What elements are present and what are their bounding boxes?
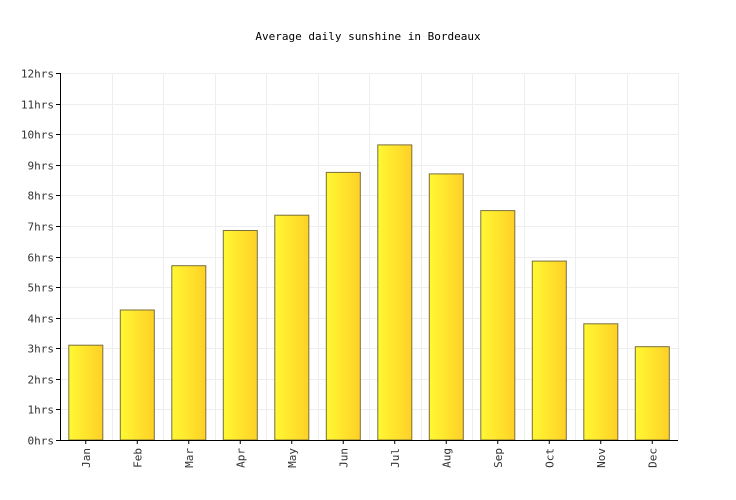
axes	[60, 73, 678, 444]
bar-oct	[531, 260, 567, 441]
bar-nov	[583, 323, 619, 441]
x-tick-label: May	[286, 448, 299, 468]
y-tick-label: 2hrs	[28, 374, 55, 387]
x-tick-label: Aug	[440, 448, 453, 468]
x-tick-label: Sep	[492, 448, 505, 468]
x-tick-labels: Jan Feb Mar Apr May Jun Jul Aug Sep Oct Nov Dec	[80, 448, 660, 468]
y-tick-label: 5hrs	[28, 282, 55, 295]
x-tick-label: Jan	[80, 448, 93, 468]
x-tick-label: Mar	[183, 448, 196, 468]
y-tick-label: 8hrs	[28, 190, 55, 203]
y-tick-label: 4hrs	[28, 313, 55, 326]
x-tick-label: Apr	[234, 448, 247, 468]
x-tick-label: Dec	[646, 448, 659, 468]
x-tick-label: Nov	[595, 448, 608, 468]
bar-jun	[325, 171, 361, 441]
x-tick-label: Jun	[337, 448, 350, 468]
y-tick-label: 6hrs	[28, 252, 55, 265]
y-tick-label: 1hrs	[28, 404, 55, 417]
y-tick-label: 10hrs	[21, 129, 54, 142]
y-tick-label: 0hrs	[28, 435, 55, 448]
y-tick-label: 9hrs	[28, 160, 55, 173]
chart-title: Average daily sunshine in Bordeaux	[255, 30, 481, 43]
x-tick-label: Oct	[543, 448, 556, 468]
y-tick-labels: 0hrs 1hrs 2hrs 3hrs 4hrs 5hrs 6hrs 7hrs 8hrs 9hrs…	[21, 68, 54, 448]
y-tick-label: 3hrs	[28, 343, 55, 356]
bar-dec	[634, 346, 670, 441]
bar-aug	[428, 173, 464, 441]
bar-jul	[377, 144, 413, 441]
bar-sep	[480, 210, 516, 441]
bar-feb	[119, 309, 155, 441]
x-tick-label: Jul	[389, 448, 402, 468]
y-tick-label: 12hrs	[21, 68, 54, 81]
bars	[68, 144, 670, 441]
bar-apr	[222, 230, 258, 441]
bar-jan	[68, 344, 104, 441]
grid	[56, 73, 679, 441]
y-tick-label: 11hrs	[21, 99, 54, 112]
x-tick-label: Feb	[131, 448, 144, 468]
y-tick-label: 7hrs	[28, 221, 55, 234]
bar-mar	[171, 265, 207, 441]
bar-may	[274, 214, 310, 441]
